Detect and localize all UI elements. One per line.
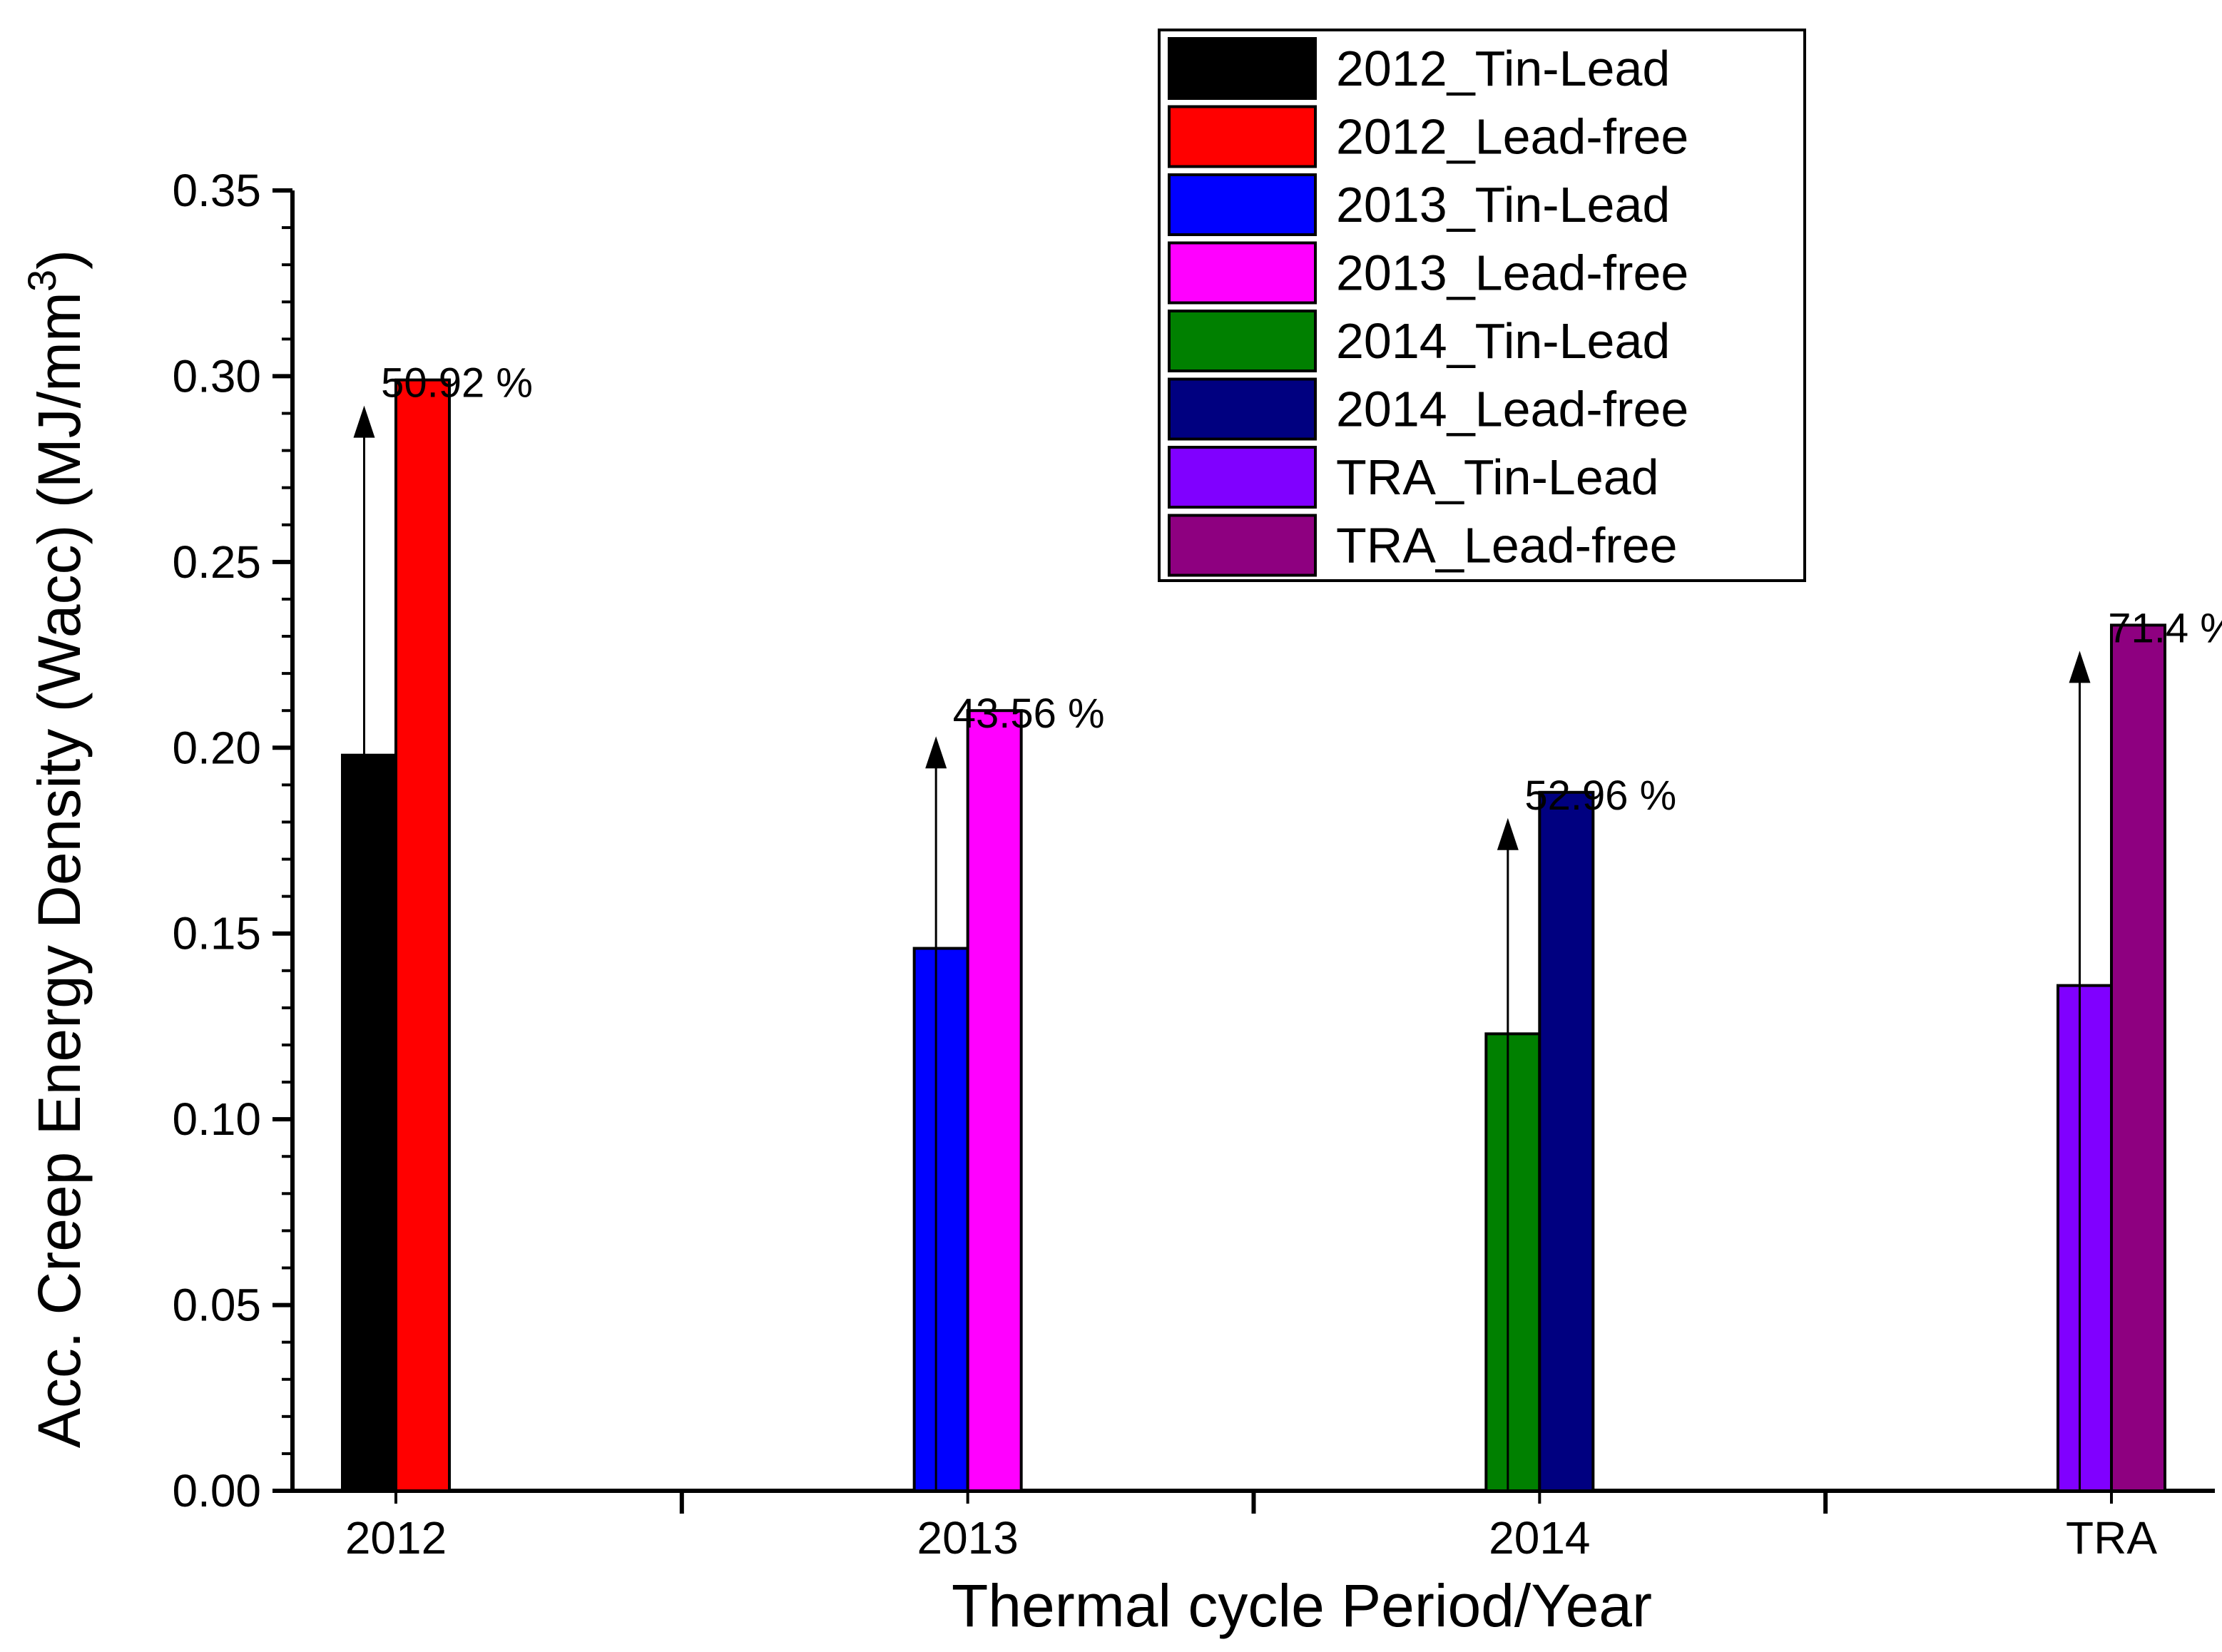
annotation-arrow-head bbox=[1497, 817, 1519, 850]
annotation-label: 43.56 % bbox=[953, 690, 1105, 737]
axes: 0.00 0.05 0.10 0.15 0.20 0.25 0.30 0.35 2012 2013… bbox=[172, 165, 2215, 1564]
legend-swatch bbox=[1168, 37, 1317, 100]
y-tick-label: 0.30 bbox=[172, 350, 261, 402]
y-tick-label: 0.25 bbox=[172, 536, 261, 588]
y-axis-title-sup: 3 bbox=[19, 270, 64, 292]
legend-swatch bbox=[1168, 105, 1317, 168]
y-axis-title: Acc. Creep Energy Density (Wacc) (MJ/mm3… bbox=[19, 250, 93, 1448]
bar-tra-lead-free bbox=[2110, 623, 2166, 1492]
legend-entry: TRA_Lead-free bbox=[1336, 518, 1678, 573]
annotation-arrow-head bbox=[925, 736, 947, 769]
annotation-label: 71.4 % bbox=[2108, 605, 2222, 651]
legend-entry: TRA_Tin-Lead bbox=[1336, 449, 1659, 505]
legend-entry: 2012_Tin-Lead bbox=[1336, 41, 1670, 96]
annotation-label: 50.92 % bbox=[381, 360, 533, 407]
x-tick-label: TRA bbox=[2066, 1512, 2157, 1564]
legend-entry: 2014_Lead-free bbox=[1336, 382, 1688, 437]
bar-2014-lead-free bbox=[1538, 790, 1595, 1492]
x-tick-label: 2012 bbox=[345, 1512, 447, 1564]
bar-2013-tin-lead bbox=[912, 947, 969, 1492]
legend-swatch bbox=[1168, 514, 1317, 577]
legend: 2012_Tin-Lead 2012_Lead-free 2013_Tin-Lead… bbox=[1158, 29, 1806, 582]
legend-swatch bbox=[1168, 241, 1317, 305]
annotation-label: 52.96 % bbox=[1524, 773, 1676, 819]
legend-swatch bbox=[1168, 446, 1317, 509]
y-tick-label: 0.10 bbox=[172, 1093, 261, 1145]
y-axis-title-close: ) bbox=[26, 250, 93, 270]
annotations: 50.92 % 43.56 % 52.96 % 71.4 % bbox=[353, 360, 2222, 1491]
annotation-arrow-head bbox=[2069, 651, 2091, 683]
legend-swatch bbox=[1168, 377, 1317, 441]
legend-entry: 2013_Lead-free bbox=[1336, 245, 1688, 301]
y-axis-title-main: Acc. Creep Energy Density (Wacc) (MJ/mm bbox=[26, 292, 93, 1448]
y-tick-label: 0.15 bbox=[172, 908, 261, 959]
bar-tra-tin-lead bbox=[2057, 984, 2113, 1492]
bar-2013-lead-free bbox=[966, 709, 1023, 1493]
y-tick-label: 0.05 bbox=[172, 1280, 261, 1331]
legend-swatch bbox=[1168, 173, 1317, 236]
bar-2012-tin-lead bbox=[341, 753, 397, 1492]
legend-entry: 2014_Tin-Lead bbox=[1336, 313, 1670, 369]
y-tick-label: 0.00 bbox=[172, 1465, 261, 1516]
bar-2014-tin-lead bbox=[1484, 1032, 1541, 1492]
bar-2012-lead-free bbox=[394, 378, 451, 1493]
x-tick-label: 2014 bbox=[1489, 1512, 1590, 1564]
x-axis-title: Thermal cycle Period/Year bbox=[952, 1572, 1652, 1639]
legend-swatch bbox=[1168, 310, 1317, 372]
x-tick-label: 2013 bbox=[917, 1512, 1018, 1564]
y-tick-label: 0.20 bbox=[172, 722, 261, 773]
bars bbox=[341, 378, 2166, 1493]
legend-entry: 2012_Lead-free bbox=[1336, 109, 1688, 165]
y-tick-label: 0.35 bbox=[172, 165, 261, 216]
legend-entry: 2013_Tin-Lead bbox=[1336, 177, 1670, 233]
annotation-arrow-head bbox=[353, 405, 375, 438]
